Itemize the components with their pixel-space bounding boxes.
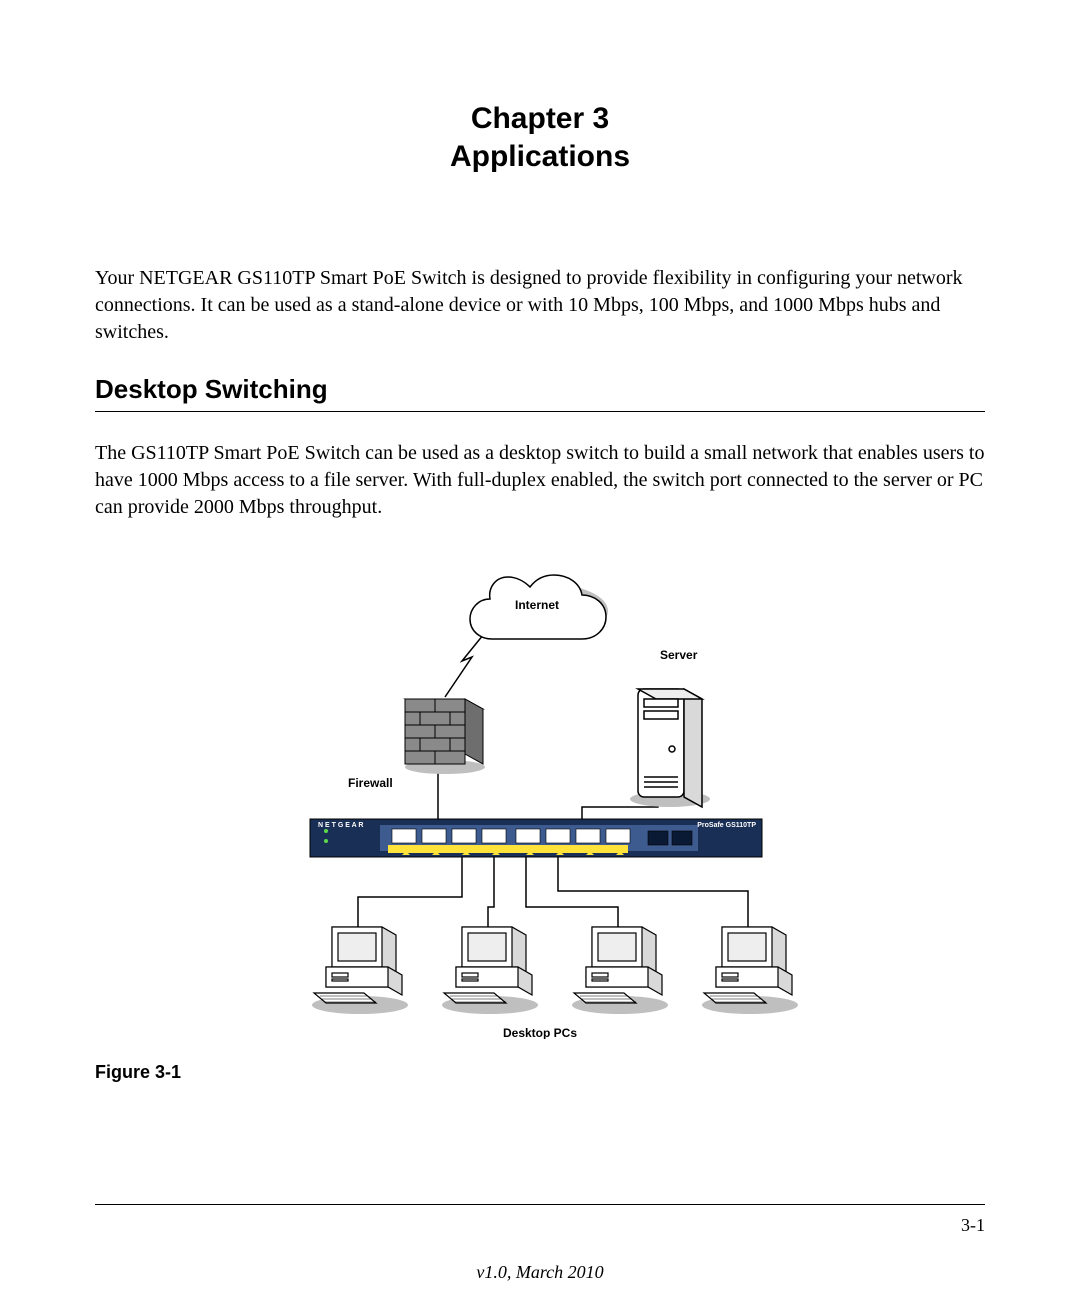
footer-version: v1.0, March 2010 [95,1262,985,1283]
firewall-label: Firewall [348,776,393,790]
desktop-pcs-group [312,927,798,1014]
switch-icon: N E T G E A R ProSafe GS110TP [310,819,762,857]
chapter-number: Chapter 3 [95,100,985,138]
chapter-heading: Chapter 3 Applications [95,100,985,175]
section-heading: Desktop Switching [95,374,985,405]
section-paragraph: The GS110TP Smart PoE Switch can be used… [95,440,985,521]
desktop-pc-icon [702,927,798,1014]
chapter-title: Applications [95,138,985,176]
server-icon [630,689,710,807]
server-label: Server [660,648,698,662]
desktop-pcs-label: Desktop PCs [503,1026,577,1039]
desktop-pc-icon [442,927,538,1014]
internet-cloud-icon: Internet [470,575,608,639]
figure: Internet Server [95,549,985,1083]
section-rule [95,411,985,412]
desktop-pc-icon [312,927,408,1014]
desktop-pc-icon [572,927,668,1014]
intro-paragraph: Your NETGEAR GS110TP Smart PoE Switch is… [95,265,985,346]
network-diagram: Internet Server [240,549,840,1039]
internet-label: Internet [515,598,559,612]
firewall-icon [405,699,485,774]
switch-model-label: ProSafe GS110TP [697,822,756,829]
footer-rule [95,1204,985,1205]
page-footer: 3-1 v1.0, March 2010 [95,1204,985,1236]
switch-brand-label: N E T G E A R [318,822,363,829]
page-number: 3-1 [961,1215,985,1236]
figure-caption: Figure 3-1 [95,1062,985,1083]
